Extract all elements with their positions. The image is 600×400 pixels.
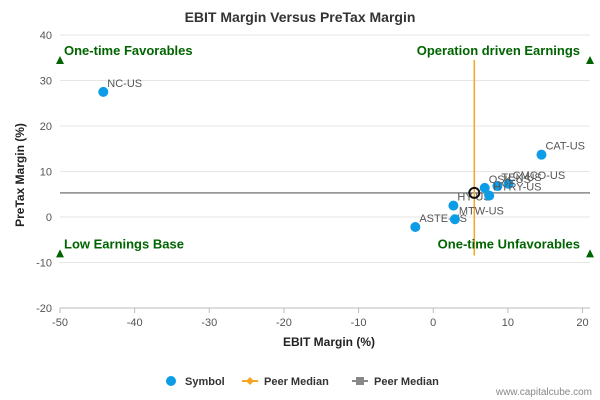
median-lines xyxy=(60,60,590,256)
data-point-label: TEX-US xyxy=(501,172,541,184)
quadrant-label: Operation driven Earnings xyxy=(417,43,580,58)
data-point-label: HYRY-US xyxy=(493,182,541,194)
x-tick-label: 0 xyxy=(430,317,436,329)
y-tick-label: 0 xyxy=(46,212,52,224)
x-tick-label: 20 xyxy=(576,317,588,329)
quadrant-marker-triangle xyxy=(586,249,594,258)
y-tick-label: 30 xyxy=(40,76,52,88)
x-axis-title: EBIT Margin (%) xyxy=(283,335,375,349)
legend-square xyxy=(356,377,364,385)
legend-diamond xyxy=(246,377,254,385)
data-point xyxy=(536,149,547,160)
chart-title: EBIT Margin Versus PreTax Margin xyxy=(185,9,416,25)
data-point xyxy=(492,181,503,192)
x-tick-label: -10 xyxy=(351,317,367,329)
legend-label: Peer Median xyxy=(374,376,439,388)
x-tick-label: -30 xyxy=(201,317,217,329)
y-tick-label: -20 xyxy=(36,303,52,315)
legend-label: Symbol xyxy=(185,376,225,388)
legend: Symbol Peer Median Peer Median xyxy=(166,376,439,388)
quadrant-marker-triangle xyxy=(56,56,64,65)
data-point xyxy=(503,178,514,189)
gridlines xyxy=(60,34,590,263)
y-tick-label: 40 xyxy=(40,30,52,42)
legend-symbol-dot xyxy=(166,376,176,386)
tick-labels: -20 -10 0 10 20 30 40 -50 -40 -30 -20 -10 0 10 20 xyxy=(36,30,589,329)
data-point xyxy=(479,182,490,193)
data-points: NC-USCAT-USCMCO-USTEX-USOSK-USASTE-USMTW… xyxy=(98,78,585,233)
x-tick-label: -50 xyxy=(52,317,68,329)
data-point xyxy=(410,222,421,233)
y-tick-label: -10 xyxy=(36,258,52,270)
quadrant-labels: One-time Favorables Operation driven Earn… xyxy=(56,43,594,258)
data-point-label: CMCO-US xyxy=(513,170,566,182)
y-tick-label: 10 xyxy=(40,167,52,179)
data-point-label: NC-US xyxy=(107,78,142,90)
y-tick-label: 20 xyxy=(40,121,52,133)
data-point-label: MTW-US xyxy=(459,205,504,217)
data-point xyxy=(484,190,495,201)
axes xyxy=(59,307,590,313)
peer-median-marker xyxy=(468,186,481,199)
legend-label: Peer Median xyxy=(264,376,329,388)
x-tick-label: -20 xyxy=(276,317,292,329)
x-tick-label: -40 xyxy=(127,317,143,329)
credit-text: www.capitalcube.com xyxy=(495,387,592,398)
quadrant-label: One-time Unfavorables xyxy=(438,236,580,251)
quadrant-label: Low Earnings Base xyxy=(64,236,184,251)
data-point-label: CAT-US xyxy=(545,141,585,153)
data-point xyxy=(98,86,109,97)
data-point-label: OSK-US xyxy=(489,174,531,186)
quadrant-marker-triangle xyxy=(56,249,64,258)
quadrant-marker-triangle xyxy=(586,56,594,65)
data-point xyxy=(448,200,459,211)
x-tick-label: 10 xyxy=(502,317,514,329)
y-axis-title: PreTax Margin (%) xyxy=(13,123,27,227)
data-point xyxy=(449,214,460,225)
quadrant-label: One-time Favorables xyxy=(64,43,193,58)
